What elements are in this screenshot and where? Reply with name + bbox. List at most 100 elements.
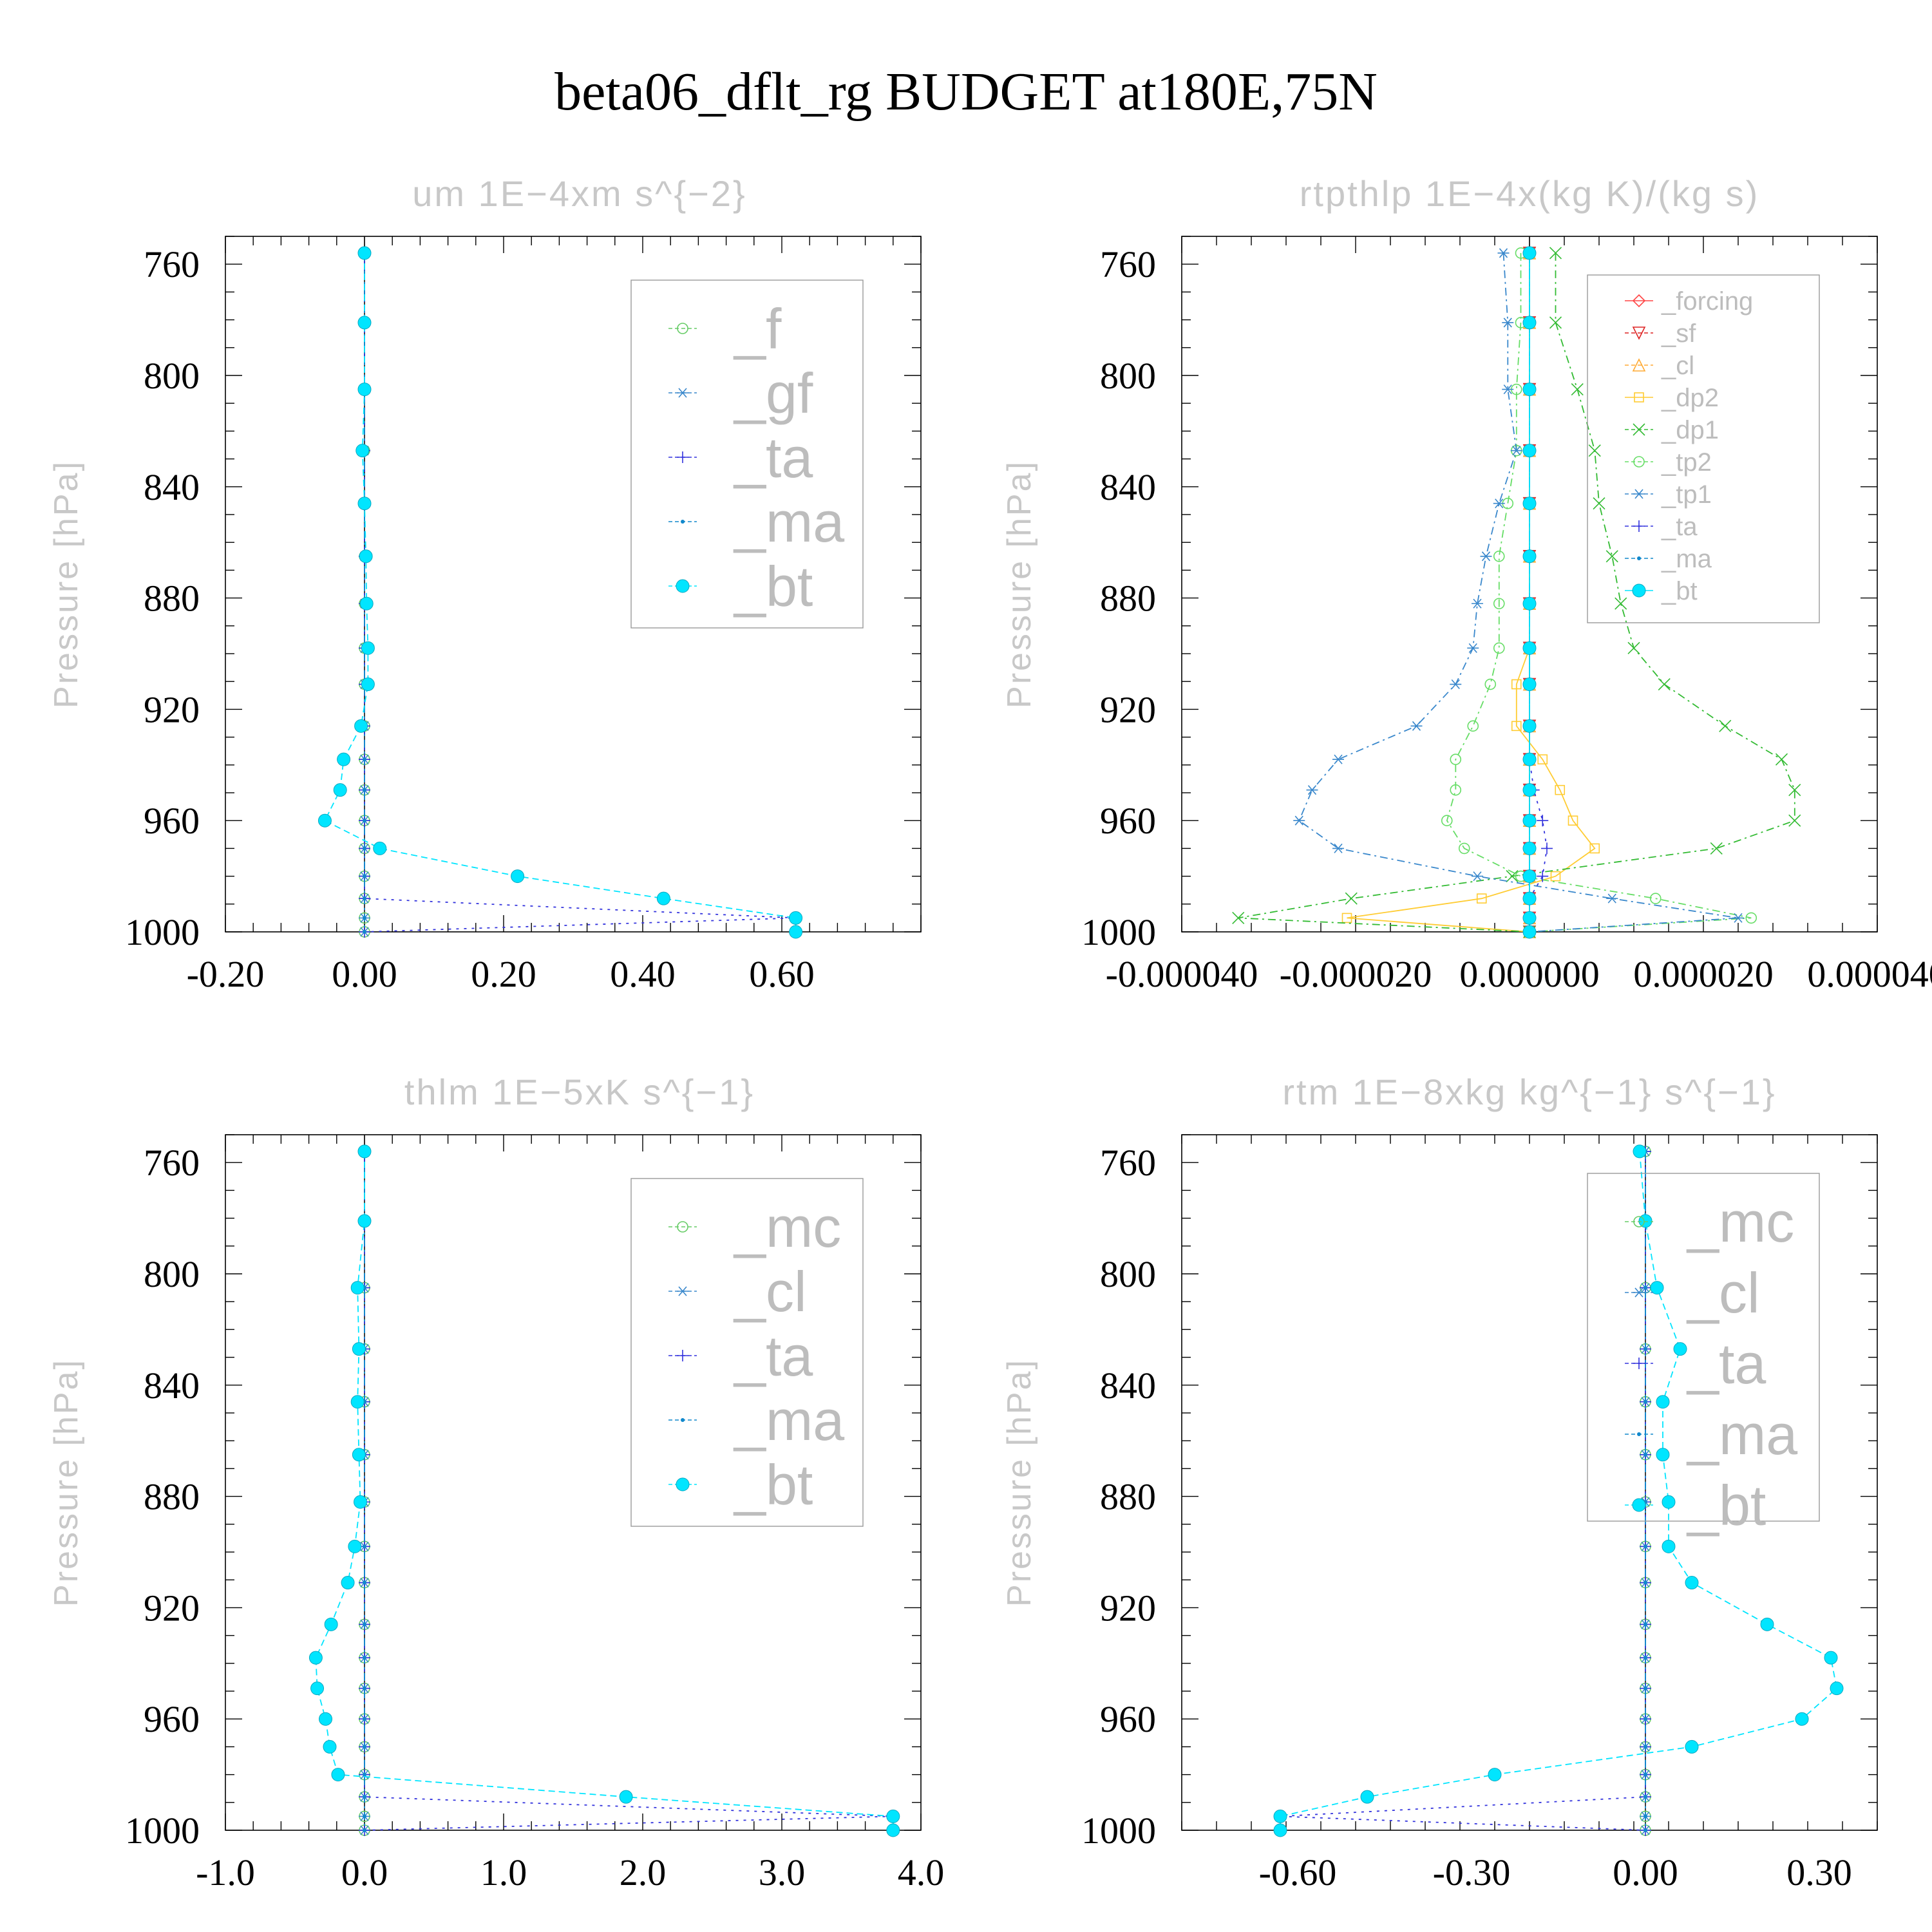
legend-marker xyxy=(1633,456,1645,468)
y-tick-label: 960 xyxy=(1100,1698,1156,1740)
data-point xyxy=(1458,842,1470,855)
x-tick-label: 0.00 xyxy=(332,953,397,995)
legend-marker xyxy=(1633,423,1645,436)
y-tick-label: 920 xyxy=(1100,1587,1156,1629)
data-point xyxy=(357,497,372,511)
legend-label: _ta xyxy=(1686,1332,1766,1396)
data-point xyxy=(1511,721,1522,732)
data-point xyxy=(363,1544,366,1549)
x-tick-label: 0.60 xyxy=(749,953,815,995)
data-point xyxy=(1522,719,1537,733)
data-point xyxy=(1658,677,1671,691)
legend-marker xyxy=(677,323,688,334)
data-point xyxy=(1643,1828,1647,1832)
y-tick-label: 880 xyxy=(1100,578,1156,620)
data-point xyxy=(1467,643,1479,653)
data-point xyxy=(1450,679,1462,690)
panel-thlm: thlm 1E−5xK s^{−1} Pressure [hPa] 760 800 84… xyxy=(48,1072,944,1893)
data-point xyxy=(1606,893,1618,904)
data-point xyxy=(1493,598,1505,610)
y-tick-label: 880 xyxy=(144,578,200,620)
series-bt xyxy=(317,246,803,939)
x-tick-label: -0.000040 xyxy=(1106,953,1258,995)
panel-rtm: rtm 1E−8xkg kg^{−1} s^{−1} Pressure [hPa]… xyxy=(1001,1072,1878,1893)
data-point xyxy=(363,757,366,762)
x-tick-label: 3.0 xyxy=(759,1852,806,1893)
y-tick-label: 1000 xyxy=(125,911,200,953)
x-tick-label: -1.0 xyxy=(196,1852,255,1893)
data-point xyxy=(1643,1347,1647,1351)
data-point xyxy=(1643,1772,1647,1777)
series-line xyxy=(1529,252,1548,932)
data-point xyxy=(1360,1790,1374,1804)
legend-label: _bt xyxy=(733,554,813,618)
series-line xyxy=(1280,1151,1646,1831)
legend-marker xyxy=(677,1221,688,1233)
data-point xyxy=(1522,891,1537,905)
data-point xyxy=(1549,316,1562,329)
data-point xyxy=(1410,721,1423,731)
data-point xyxy=(348,1539,362,1553)
data-point xyxy=(355,444,370,458)
series-ta xyxy=(1274,1145,1651,1836)
data-point xyxy=(1649,893,1662,904)
data-point xyxy=(1643,1544,1647,1549)
legend-label: _forcing xyxy=(1661,287,1753,316)
data-point xyxy=(363,819,366,823)
panel-title: um 1E−4xm s^{−2} xyxy=(412,173,746,214)
data-point xyxy=(1522,444,1537,458)
y-tick-label: 800 xyxy=(144,355,200,397)
data-point xyxy=(1522,246,1537,260)
x-tick-label: 0.40 xyxy=(610,953,676,995)
data-point xyxy=(656,891,670,905)
legend-marker xyxy=(1632,583,1646,598)
data-point xyxy=(1775,753,1788,766)
data-point xyxy=(363,896,366,901)
legend: _forcing _sf _cl _dp2 _dp1 _tp2 _tp1 _ta _ma _bt xyxy=(1587,274,1820,623)
legend-label: _tp2 xyxy=(1661,448,1712,477)
data-point xyxy=(1502,317,1514,328)
legend-marker xyxy=(1633,520,1645,532)
x-tick-label: -0.000020 xyxy=(1280,953,1432,995)
data-point xyxy=(619,1790,633,1804)
data-point xyxy=(1510,446,1522,456)
data-point xyxy=(363,1580,366,1585)
data-point xyxy=(1656,1395,1670,1409)
data-point xyxy=(363,788,366,792)
data-point xyxy=(1273,1809,1287,1823)
legend-marker xyxy=(1634,392,1644,402)
data-point xyxy=(1441,815,1453,826)
data-point xyxy=(308,1651,323,1665)
data-point xyxy=(1643,1717,1647,1721)
data-point xyxy=(363,1772,366,1777)
series-line xyxy=(1280,1151,1837,1830)
series-line xyxy=(1298,252,1739,933)
data-point xyxy=(361,677,375,692)
data-point xyxy=(1643,1399,1647,1404)
x-tick-label: -0.20 xyxy=(187,953,265,995)
data-point xyxy=(1522,497,1537,511)
data-point xyxy=(1332,843,1344,853)
data-point xyxy=(357,1214,372,1228)
data-point xyxy=(1522,925,1537,939)
legend-marker xyxy=(1633,1287,1645,1298)
legend-label: _mc xyxy=(733,1195,841,1259)
legend-marker xyxy=(1633,489,1645,499)
x-tick-label: 2.0 xyxy=(620,1852,667,1893)
y-tick-label: 800 xyxy=(144,1253,200,1295)
data-point xyxy=(1293,815,1305,826)
data-point xyxy=(1522,841,1537,855)
data-point xyxy=(1522,869,1537,884)
data-point xyxy=(1685,1576,1699,1590)
data-point xyxy=(337,752,351,766)
y-tick-label: 800 xyxy=(1100,1253,1156,1295)
data-point xyxy=(1341,913,1352,923)
legend-label: _ma xyxy=(1661,545,1712,573)
data-point xyxy=(363,1828,366,1832)
data-point xyxy=(1522,677,1537,692)
figure-title: beta06_dflt_rg BUDGET at180E,75N xyxy=(554,62,1378,122)
data-point xyxy=(323,1739,337,1754)
data-point xyxy=(1593,497,1605,510)
data-point xyxy=(1627,641,1640,654)
y-tick-label: 840 xyxy=(1100,1365,1156,1406)
